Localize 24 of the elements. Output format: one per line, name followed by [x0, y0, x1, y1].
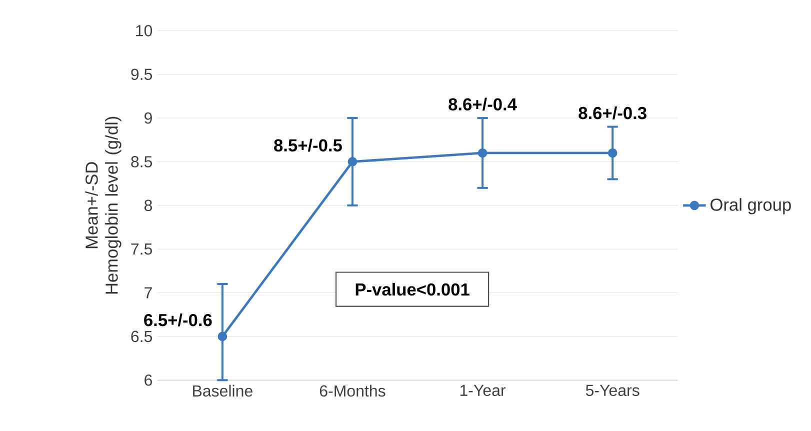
y-tick-label: 7: [144, 287, 152, 298]
y-tick-label: 8: [144, 200, 152, 212]
x-tick-label: 6-Months: [320, 384, 386, 397]
y-tick-label: 10: [136, 25, 152, 36]
x-tick-label: 1-Year: [460, 384, 506, 396]
y-tick-label: 6.5: [131, 330, 152, 342]
point: [608, 148, 618, 158]
y-tick-label: 7.5: [131, 244, 152, 255]
data-label: 6.5+/-0.6: [144, 314, 212, 326]
y-tick-label: 6: [144, 374, 152, 386]
annotation: P-value<0.001: [356, 282, 470, 296]
data-label: 8.5+/-0.5: [274, 138, 342, 152]
data-label: 8.6+/-0.3: [578, 106, 646, 120]
point: [348, 157, 358, 166]
y-tick-label: 8.5: [131, 156, 152, 168]
data-label: 8.6+/-0.4: [448, 98, 517, 111]
point: [478, 148, 488, 158]
legend-label: Oral group: [710, 198, 791, 214]
y-tick-label: 9.5: [131, 68, 152, 80]
y-tick-label: 9: [144, 112, 152, 124]
point: [218, 332, 228, 342]
y-axis-title: Mean+/-SD Hemoglobin level (g/dl): [85, 116, 122, 294]
x-tick-label: 5-Years: [586, 384, 640, 396]
x-tick-label: Baseline: [193, 384, 252, 397]
